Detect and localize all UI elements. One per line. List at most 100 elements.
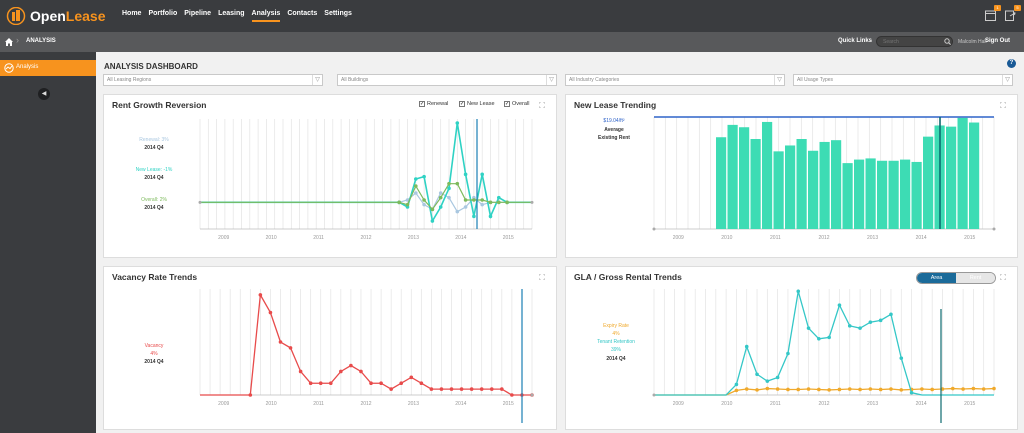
data-point xyxy=(439,387,444,391)
filter-usage-types[interactable]: All Usage Types ▽ xyxy=(793,74,1013,86)
legend-label: New Lease: -1% xyxy=(136,167,173,173)
data-point xyxy=(889,387,893,391)
nav-settings[interactable]: Settings xyxy=(324,10,352,17)
collapse-sidebar-button[interactable]: ◀ xyxy=(38,88,50,100)
data-point xyxy=(379,381,383,386)
x-tick-label: 2015 xyxy=(964,401,975,407)
legend-period: 2014 Q4 xyxy=(606,356,625,362)
building-logo-icon xyxy=(6,7,26,25)
breadcrumb-current: ANALYSIS xyxy=(26,38,56,44)
bar xyxy=(911,161,922,229)
filter-buildings[interactable]: All Buildings ▽ xyxy=(337,74,557,86)
new-lease-checkbox[interactable]: ✓ New Lease xyxy=(459,101,495,107)
search-input[interactable] xyxy=(876,36,953,47)
expand-icon[interactable] xyxy=(1000,102,1006,108)
home-icon[interactable] xyxy=(4,37,14,47)
data-point xyxy=(786,351,790,356)
filter-value: All Industry Categories xyxy=(569,77,620,83)
expand-icon[interactable] xyxy=(539,274,545,280)
data-point xyxy=(765,386,770,391)
legend-label: Overall: 2% xyxy=(141,197,167,203)
data-point xyxy=(258,293,263,297)
chevron-down-icon: ▽ xyxy=(1002,75,1012,85)
data-point xyxy=(447,186,451,191)
axis-end-point xyxy=(530,200,534,204)
legend-period: 2014 Q4 xyxy=(144,205,163,211)
data-point xyxy=(397,200,402,205)
x-tick-label: 2015 xyxy=(503,235,514,241)
nav-leasing[interactable]: Leasing xyxy=(218,10,245,17)
bar xyxy=(854,159,865,229)
help-icon[interactable]: ? xyxy=(1007,59,1016,68)
data-point xyxy=(480,202,485,207)
export-icon[interactable]: 5 xyxy=(1005,5,1021,21)
search-icon[interactable] xyxy=(944,38,951,45)
toggle-rent[interactable]: Rent xyxy=(956,273,995,283)
expand-icon[interactable] xyxy=(539,102,545,108)
data-point xyxy=(422,174,426,179)
data-point xyxy=(472,214,476,219)
data-point xyxy=(349,363,353,368)
renewal-checkbox[interactable]: ✓ Renewal xyxy=(419,101,448,107)
new-lease-chart: 2009 2010 2011 2012 2013 2014 2015 $19.04/ft² Av… xyxy=(598,116,996,241)
data-point xyxy=(419,381,424,386)
data-point xyxy=(847,324,852,328)
filter-industry-categories[interactable]: All Industry Categories ▽ xyxy=(565,74,785,86)
nav-contacts[interactable]: Contacts xyxy=(287,10,318,17)
data-point xyxy=(755,388,759,392)
filter-leasing-regions[interactable]: All Leasing Regions ▽ xyxy=(103,74,323,86)
data-point xyxy=(837,303,842,307)
x-tick-label: 2010 xyxy=(266,401,277,407)
x-tick-label: 2014 xyxy=(455,401,466,407)
data-point xyxy=(796,289,801,294)
bar xyxy=(785,145,796,229)
series-line-tenant-retention xyxy=(654,291,994,396)
panel-title: New Lease Trending xyxy=(574,100,657,110)
data-point xyxy=(405,198,410,202)
data-point xyxy=(399,381,404,386)
data-point xyxy=(438,205,443,209)
data-point xyxy=(992,386,996,391)
nav-pipeline[interactable]: Pipeline xyxy=(184,10,212,17)
calendar-icon[interactable]: 1 xyxy=(985,5,1001,21)
x-tick-label: 2015 xyxy=(964,235,975,241)
nav-home[interactable]: Home xyxy=(122,10,142,17)
data-point xyxy=(248,393,253,397)
area-rent-toggle[interactable]: Area Rent xyxy=(916,272,996,284)
bar xyxy=(923,136,934,229)
data-point xyxy=(438,191,443,195)
x-tick-label: 2012 xyxy=(360,401,371,407)
expand-icon[interactable] xyxy=(1000,274,1006,280)
data-point xyxy=(463,198,468,202)
data-point xyxy=(328,381,333,386)
x-tick-label: 2010 xyxy=(721,235,732,241)
chevron-right-icon: › xyxy=(16,35,19,45)
bar xyxy=(877,160,888,229)
bar xyxy=(819,141,830,229)
data-point xyxy=(463,172,468,177)
reference-caption: Average xyxy=(604,127,624,133)
openlease-logo[interactable]: OpenLease xyxy=(6,6,118,26)
sidebar-item-analysis[interactable]: Analysis xyxy=(0,60,96,76)
checkbox-label: Overall xyxy=(512,101,530,107)
data-point xyxy=(806,326,811,330)
overall-checkbox[interactable]: ✓ Overall xyxy=(504,101,529,107)
x-tick-label: 2009 xyxy=(218,401,229,407)
nav-analysis[interactable]: Analysis xyxy=(251,10,281,22)
sign-out-link[interactable]: Sign Out xyxy=(985,38,1010,44)
x-tick-label: 2014 xyxy=(916,401,927,407)
quick-links-button[interactable]: Quick Links xyxy=(838,38,873,44)
bar xyxy=(716,137,727,229)
data-point xyxy=(409,375,414,380)
legend-period: 2014 Q4 xyxy=(144,175,163,181)
checkbox-label: New Lease xyxy=(467,101,495,107)
toggle-area[interactable]: Area xyxy=(917,273,956,283)
data-point xyxy=(505,200,509,205)
data-point xyxy=(497,200,501,205)
x-tick-label: 2010 xyxy=(721,401,732,407)
data-point xyxy=(858,387,862,392)
sidebar-item-label: Analysis xyxy=(16,64,39,70)
analysis-icon xyxy=(4,63,14,73)
data-point xyxy=(438,195,443,200)
nav-portfolio[interactable]: Portfolio xyxy=(148,10,178,17)
